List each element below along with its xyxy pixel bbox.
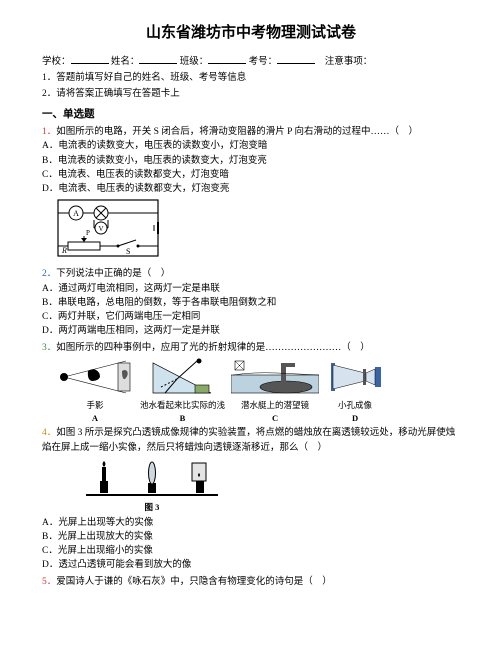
note-1: 1．答题前填写好自己的姓名、班级、考号等信息 (42, 71, 460, 85)
q4-opt-d: D．透过凸透镜可能会看到放大的像 (42, 558, 460, 572)
q3-fig-b: 池水看起来比实际的浅 B (140, 357, 225, 425)
name-blank (139, 53, 177, 64)
q3-fig-c-cap: 潜水艇上的潜望镜 (241, 399, 309, 412)
q5-text: 爱国诗人于谦的《咏石灰》中，只隐含有物理变化的诗句是（ ） (56, 577, 332, 587)
exam-label: 考号： (249, 57, 278, 67)
student-info-row: 学校： 姓名： 班级： 考号： 注意事项： (42, 53, 460, 69)
page-title: 山东省潍坊市中考物理测试试卷 (42, 22, 460, 45)
q5-number: 5． (42, 577, 56, 587)
q4-fig-caption: 图 3 (145, 501, 160, 514)
q4-text: 如图 3 所示是探究凸透镜成像规律的实验装置，将点燃的蜡烛放在离透镜较远处，移动… (42, 428, 455, 452)
question-3: 3．如图所示的四种事例中，应用了光的折射规律的是……………………（ ） (42, 341, 460, 355)
notice-label: 注意事项： (325, 57, 373, 67)
q3-number: 3． (42, 343, 56, 353)
q2-text: 下列说法中正确的是（ ） (56, 269, 170, 279)
ammeter-label: A (73, 209, 79, 218)
q2-number: 2． (42, 269, 56, 279)
question-1: 1．如图所示的电路，开关 S 闭合后，将滑动变阻器的滑片 P 向右滑动的过程中…… (42, 125, 460, 139)
q4-number: 4． (42, 428, 56, 438)
q3-fig-a-label: A (92, 412, 98, 425)
q3-fig-d: 小孔成像 D (325, 357, 385, 425)
q2-opt-d: D．两灯两端电压相同，这两灯一定是并联 (42, 324, 460, 338)
school-label: 学校： (42, 57, 71, 67)
q3-fig-d-cap: 小孔成像 (338, 399, 372, 412)
q4-fig: 图 3 (82, 457, 222, 514)
question-5: 5．爱国诗人于谦的《咏石灰》中，只隐含有物理变化的诗句是（ ） (42, 575, 460, 589)
name-label: 姓名： (111, 57, 140, 67)
class-blank (208, 53, 246, 64)
q1-number: 1． (42, 127, 56, 137)
q2-opt-c: C．两灯并联，它们两端电压一定相同 (42, 310, 460, 324)
q3-fig-c: 潜水艇上的潜望镜 C (231, 357, 319, 425)
q1-opt-a: A．电流表的读数变大，电压表的读数变小，灯泡变暗 (42, 139, 460, 153)
exam-page: 山东省潍坊市中考物理测试试卷 学校： 姓名： 班级： 考号： 注意事项： 1．答… (0, 0, 502, 649)
q3-fig-a-cap: 手影 (86, 399, 103, 412)
class-label: 班级： (180, 57, 209, 67)
q4-figure-row: 图 3 (82, 457, 460, 514)
q3-fig-b-cap: 池水看起来比实际的浅 (140, 399, 225, 412)
section-heading: 一、单选题 (42, 107, 460, 123)
voltmeter-label: V (98, 225, 103, 233)
slider-p-label: P (86, 229, 90, 237)
q1-circuit-figure: A V P R (56, 198, 460, 265)
school-blank (71, 53, 109, 64)
q2-opt-b: B．串联电路，总电阻的倒数，等于各串联电阻倒数之和 (42, 296, 460, 310)
question-2: 2．下列说法中正确的是（ ） (42, 267, 460, 281)
q3-fig-b-label: B (180, 412, 186, 425)
q3-figure-row: 手影 A 池水看起来比实际的浅 B (56, 357, 460, 425)
q1-opt-d: D．电流表、电压表的读数都变大，灯泡变亮 (42, 182, 460, 196)
q1-text: 如图所示的电路，开关 S 闭合后，将滑动变阻器的滑片 P 向右滑动的过程中……（… (56, 127, 418, 137)
rheostat-r-label: R (61, 246, 67, 255)
note-2: 2．请将答案正确填写在答题卡上 (42, 87, 460, 101)
q2-opt-a: A．通过两灯电流相同，这两灯一定是串联 (42, 282, 460, 296)
q4-opt-c: C．光屏上出现缩小的实像 (42, 544, 460, 558)
question-4: 4．如图 3 所示是探究凸透镜成像规律的实验装置，将点燃的蜡烛放在离透镜较远处，… (42, 426, 460, 455)
switch-s-label: S (126, 247, 130, 256)
q4-opt-a: A．光屏上出现等大的实像 (42, 516, 460, 530)
q3-fig-c-label: C (272, 412, 278, 425)
q3-fig-a: 手影 A (56, 357, 134, 425)
q3-fig-d-label: D (352, 412, 358, 425)
q4-opt-b: B．光屏上出现放大的实像 (42, 530, 460, 544)
q1-opt-b: B．电流表的读数变小，电压表的读数变大，灯泡变亮 (42, 154, 460, 168)
exam-blank (277, 53, 315, 64)
q3-text: 如图所示的四种事例中，应用了光的折射规律的是……………………（ ） (56, 343, 370, 353)
q1-opt-c: C．电流表、电压表的读数都变大，灯泡变暗 (42, 168, 460, 182)
